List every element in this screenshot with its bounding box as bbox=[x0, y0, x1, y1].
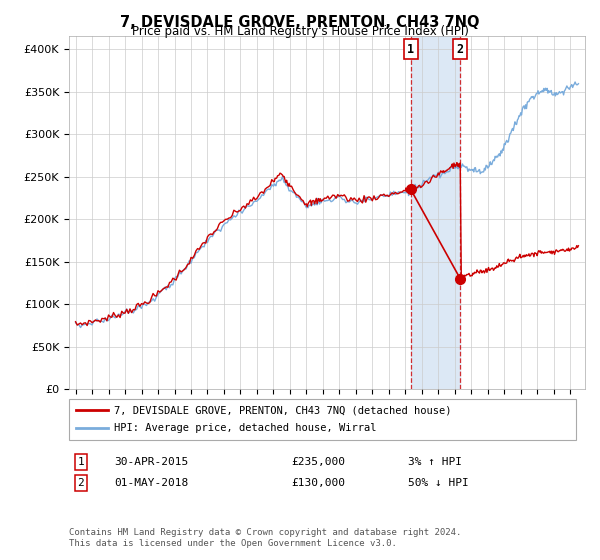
Text: 30-APR-2015: 30-APR-2015 bbox=[114, 457, 188, 467]
Text: 3% ↑ HPI: 3% ↑ HPI bbox=[408, 457, 462, 467]
Text: 2: 2 bbox=[77, 478, 85, 488]
Text: HPI: Average price, detached house, Wirral: HPI: Average price, detached house, Wirr… bbox=[114, 423, 377, 433]
Text: 01-MAY-2018: 01-MAY-2018 bbox=[114, 478, 188, 488]
Text: 1: 1 bbox=[407, 43, 415, 55]
Text: Price paid vs. HM Land Registry's House Price Index (HPI): Price paid vs. HM Land Registry's House … bbox=[131, 25, 469, 38]
Text: 7, DEVISDALE GROVE, PRENTON, CH43 7NQ (detached house): 7, DEVISDALE GROVE, PRENTON, CH43 7NQ (d… bbox=[114, 405, 452, 415]
Text: £130,000: £130,000 bbox=[291, 478, 345, 488]
Text: 2: 2 bbox=[457, 43, 464, 55]
Bar bbox=[411, 36, 460, 389]
Text: 7, DEVISDALE GROVE, PRENTON, CH43 7NQ: 7, DEVISDALE GROVE, PRENTON, CH43 7NQ bbox=[120, 15, 480, 30]
Text: 50% ↓ HPI: 50% ↓ HPI bbox=[408, 478, 469, 488]
Text: £235,000: £235,000 bbox=[291, 457, 345, 467]
Text: Contains HM Land Registry data © Crown copyright and database right 2024.
This d: Contains HM Land Registry data © Crown c… bbox=[69, 528, 461, 548]
Text: 1: 1 bbox=[77, 457, 85, 467]
